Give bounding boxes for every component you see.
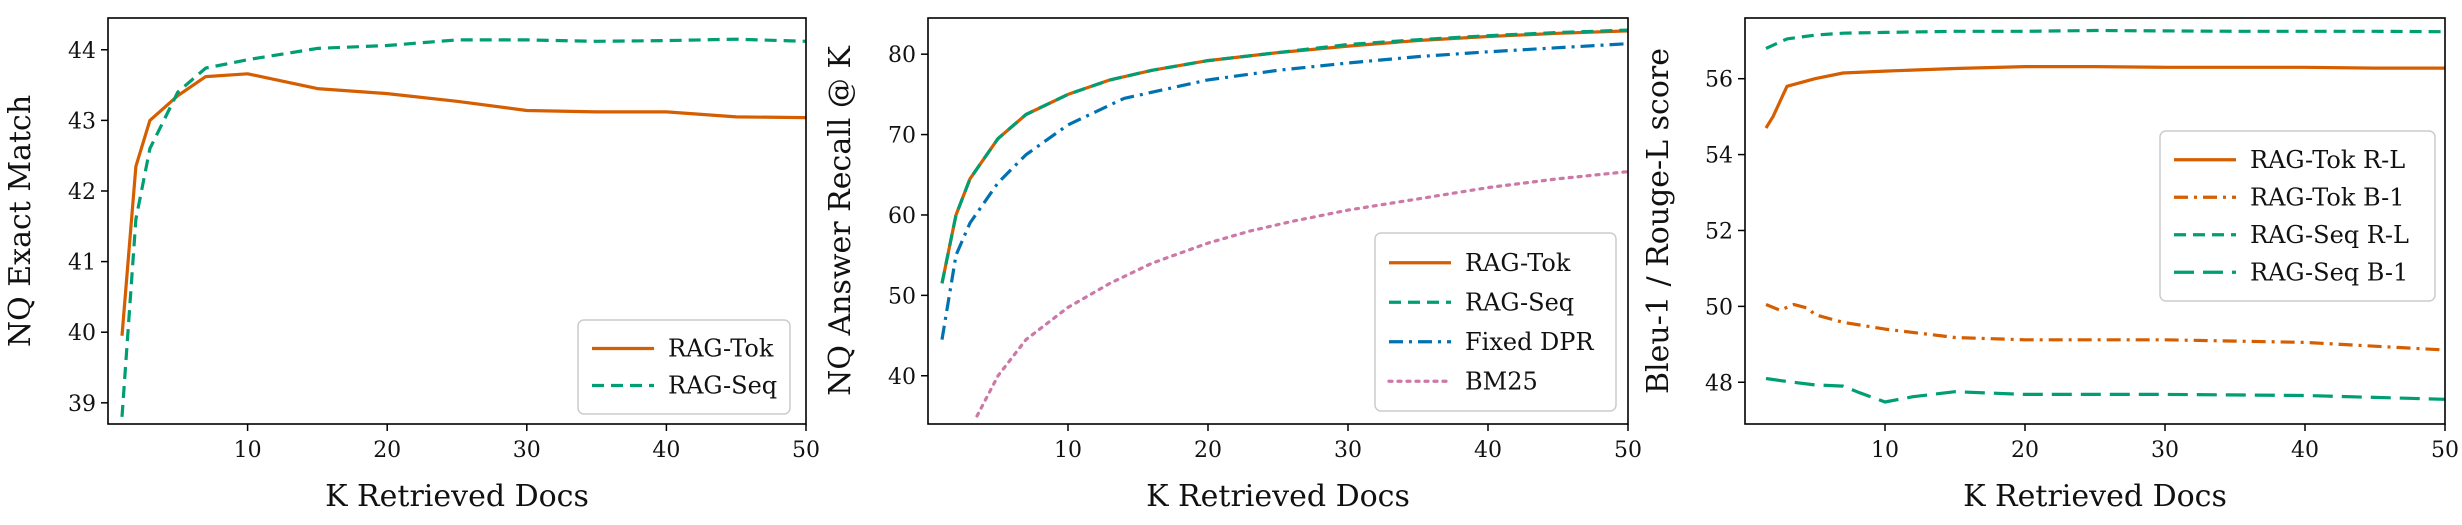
series-line-rag-seq-r-l	[1765, 28, 2445, 50]
chart-panel-2: 10 20 30 40 50 40 50 60 70 80 K Retrieved Docs NQ A…	[823, 17, 1642, 514]
plot-frame	[927, 17, 1629, 425]
x-tick-label: 30	[2151, 438, 2179, 463]
y-tick-label: 54	[1705, 144, 1733, 169]
x-tick-label: 10	[1871, 438, 1899, 463]
x-axis-label: K Retrieved Docs	[1146, 479, 1410, 514]
x-tick-label: 20	[1194, 438, 1222, 463]
y-tick-label: 39	[68, 392, 96, 417]
y-tick-label: 80	[888, 43, 916, 68]
y-tick-label: 44	[68, 39, 96, 64]
legend-label: RAG-Seq R-L	[2250, 221, 2409, 249]
series-line-bm25	[975, 170, 1628, 418]
y-axis-label: Bleu-1 / Rouge-L score	[1641, 48, 1676, 394]
legend: RAG-Tok RAG-Seq Fixed DPR BM25	[1374, 232, 1617, 412]
plot-frame	[107, 17, 807, 425]
legend: RAG-Tok RAG-Seq	[577, 319, 791, 415]
y-tick-label: 48	[1705, 371, 1733, 396]
x-tick-label: 10	[234, 438, 262, 463]
plot-frame	[1744, 17, 2446, 425]
legend-label: BM25	[1465, 367, 1538, 395]
x-tick-label: 50	[792, 438, 820, 463]
legend-box	[2159, 130, 2436, 302]
legend-label: RAG-Seq	[1465, 288, 1574, 316]
y-tick-label: 52	[1705, 219, 1733, 244]
legend-box	[1374, 232, 1617, 412]
legend-label: RAG-Tok	[668, 335, 774, 363]
y-axis-label: NQ Answer Recall @ K	[823, 46, 858, 396]
y-tick-label: 56	[1705, 68, 1733, 93]
y-axis-label: NQ Exact Match	[3, 95, 38, 347]
x-tick-label: 50	[2431, 438, 2459, 463]
x-tick-label: 30	[1334, 438, 1362, 463]
y-tick-label: 60	[888, 204, 916, 229]
x-tick-label: 40	[1474, 438, 1502, 463]
legend-box	[577, 319, 791, 415]
y-tick-label: 70	[888, 124, 916, 149]
chart-panel-1: 10 20 30 40 50 39 40 41 42 43 44 K Retrieved Docs NQ…	[3, 17, 820, 514]
y-tick-label: 43	[68, 109, 96, 134]
y-tick-label: 50	[888, 284, 916, 309]
series-line-rag-seq	[940, 28, 1628, 284]
y-tick-label: 40	[888, 365, 916, 390]
y-tick-label: 42	[68, 180, 96, 205]
legend-label: RAG-Tok R-L	[2250, 146, 2405, 174]
y-tick-label: 41	[68, 251, 96, 276]
series-line-rag-seq-b-1	[1765, 376, 2445, 404]
x-tick-label: 30	[513, 438, 541, 463]
x-tick-label: 50	[1614, 438, 1642, 463]
x-tick-label: 20	[373, 438, 401, 463]
y-tick-label: 50	[1705, 295, 1733, 320]
legend: RAG-Tok R-L RAG-Tok B-1 RAG-Seq R-L RAG-Seq…	[2159, 130, 2436, 302]
series-line-fixed-dpr	[940, 42, 1628, 340]
x-tick-label: 40	[652, 438, 680, 463]
y-tick-label: 40	[68, 321, 96, 346]
legend-label: RAG-Seq B-1	[2250, 258, 2408, 286]
legend-label: RAG-Tok B-1	[2250, 183, 2405, 211]
legend-label: RAG-Tok	[1465, 249, 1571, 277]
x-axis-label: K Retrieved Docs	[1963, 479, 2227, 514]
x-axis-label: K Retrieved Docs	[325, 479, 589, 514]
x-tick-label: 40	[2291, 438, 2319, 463]
series-line-rag-tok-r-l	[1764, 65, 2445, 129]
legend-label: RAG-Seq	[668, 372, 777, 400]
series-line-rag-tok	[120, 72, 806, 336]
legend-label: Fixed DPR	[1465, 328, 1594, 356]
x-tick-label: 20	[2011, 438, 2039, 463]
series-line-rag-seq	[120, 37, 806, 418]
series-line-rag-tok-b-1	[1765, 302, 2445, 352]
x-tick-label: 10	[1054, 438, 1082, 463]
chart-panel-3: 10 20 30 40 50 48 50 52 54 56 K Retrieved Docs Bleu…	[1641, 17, 2459, 514]
